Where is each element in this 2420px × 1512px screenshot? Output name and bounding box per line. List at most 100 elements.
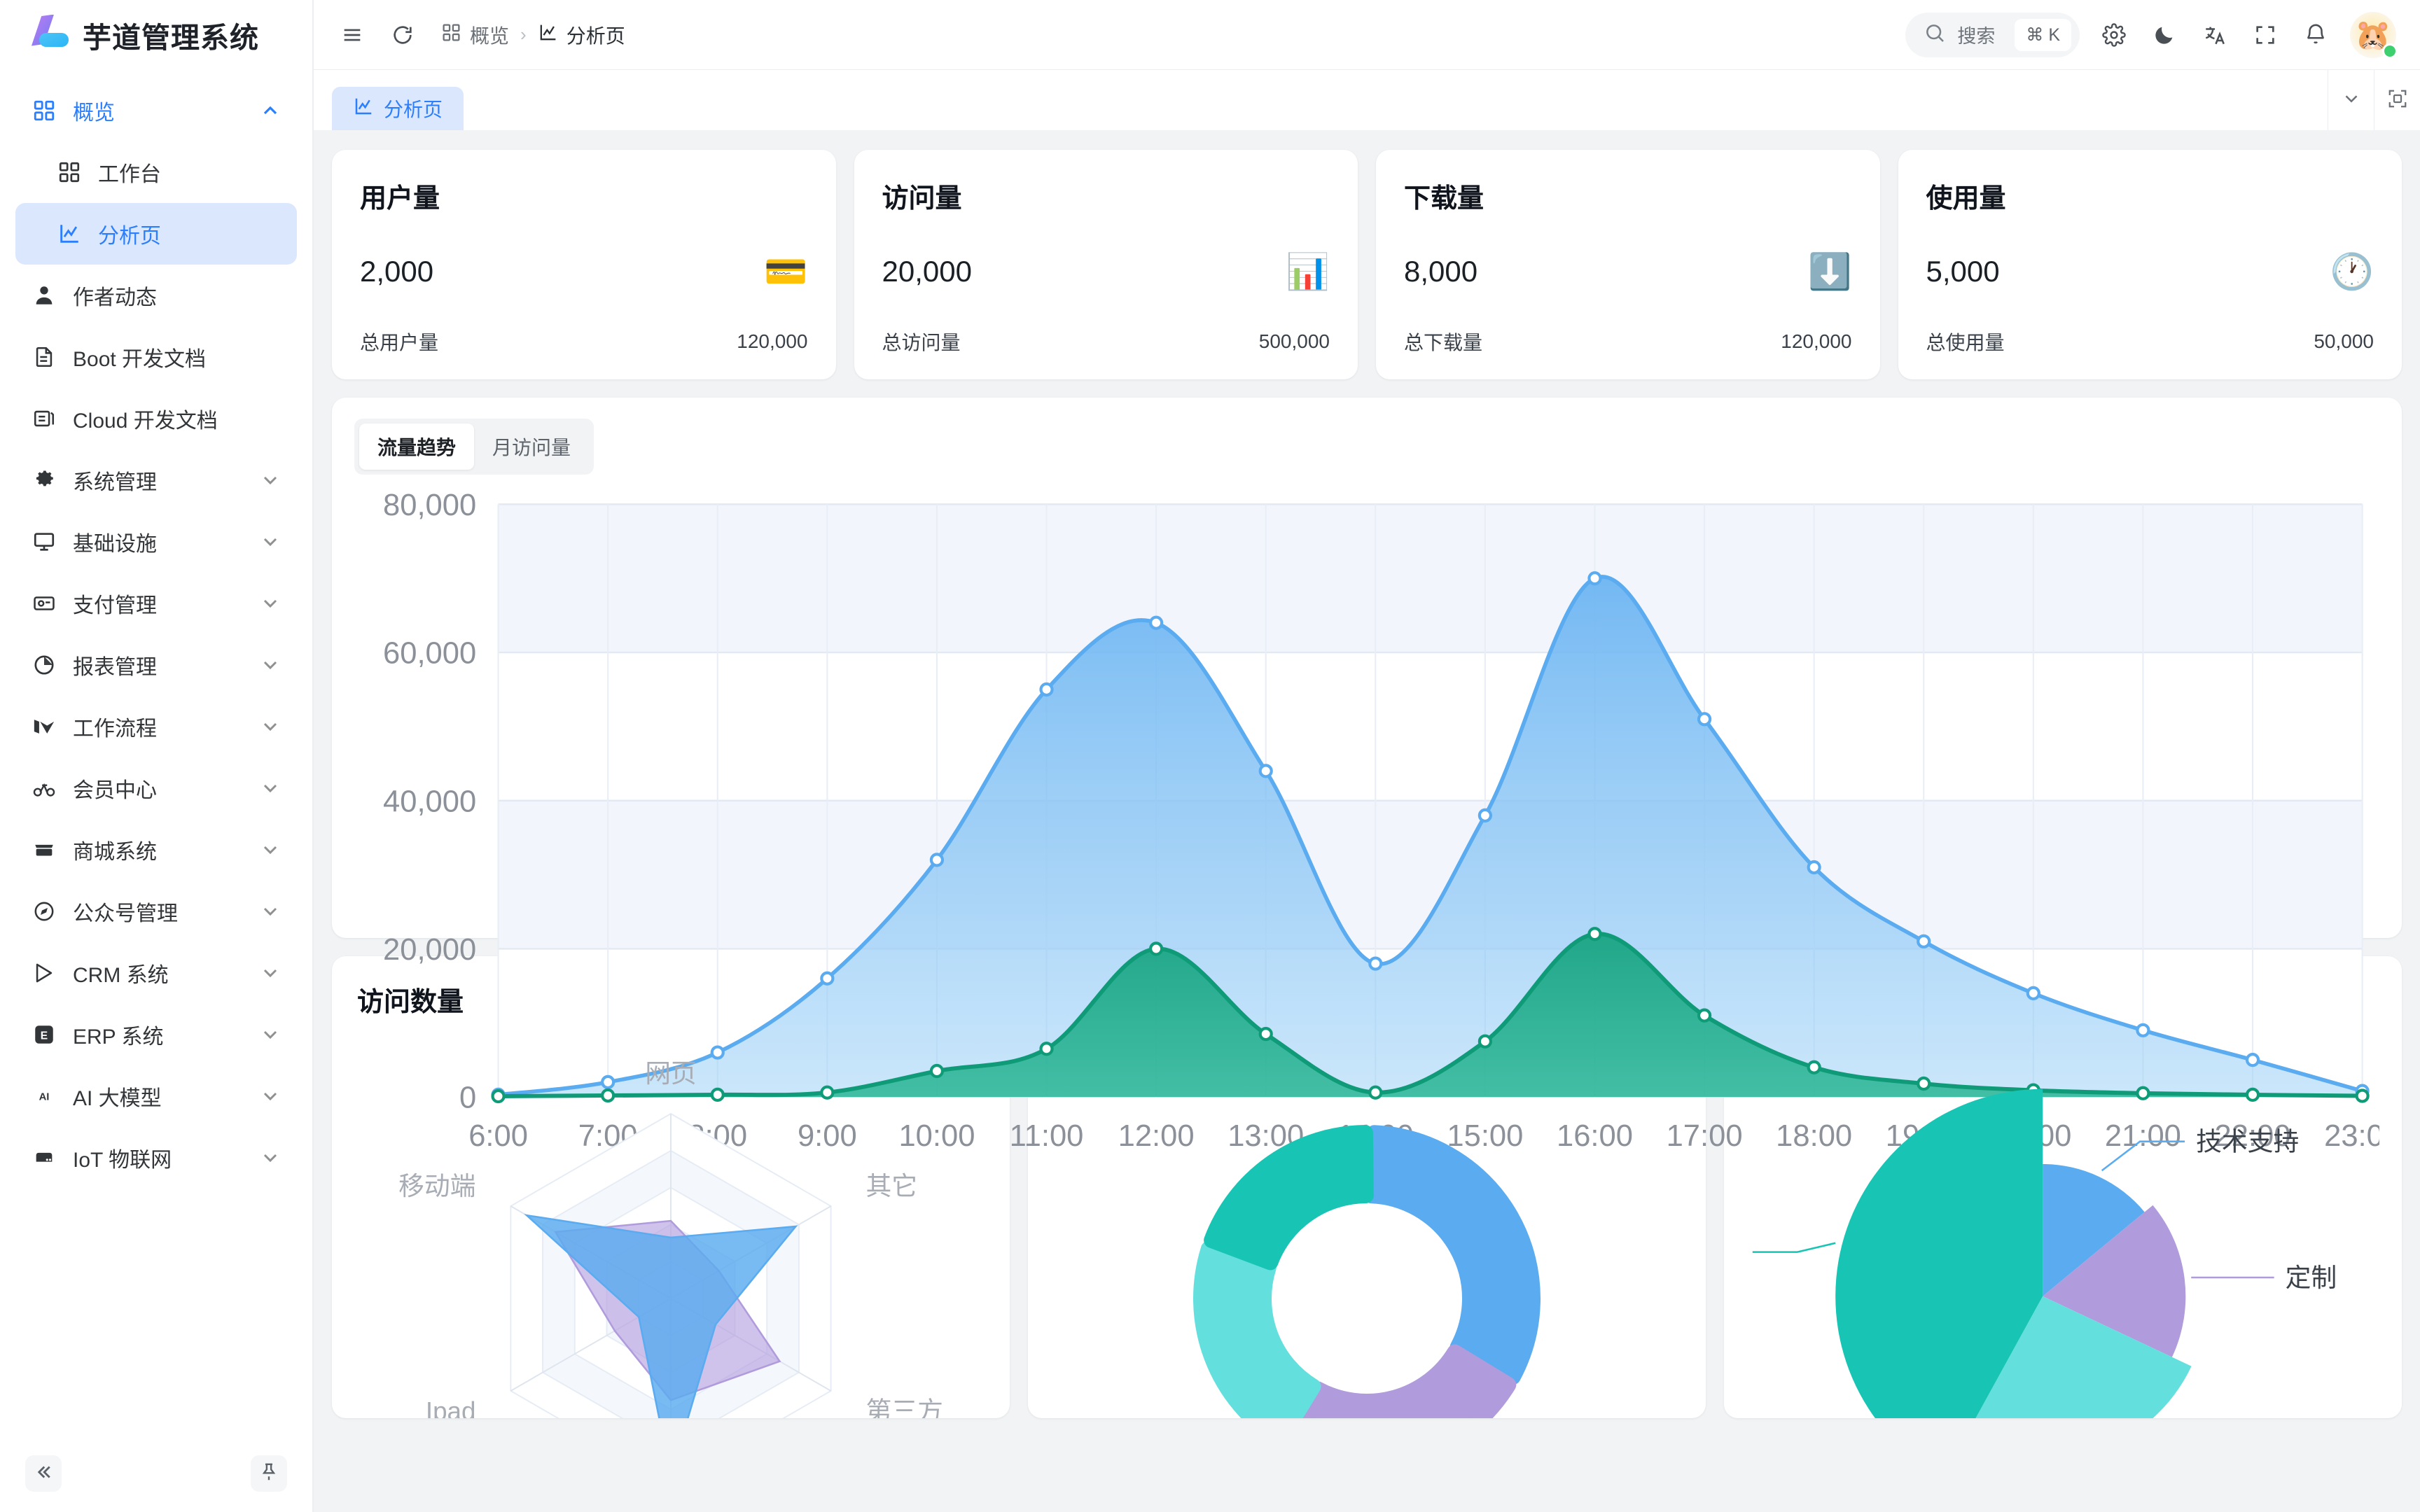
search-icon — [1924, 22, 1946, 48]
pie-chart-emoji: 📊 — [1286, 251, 1330, 291]
refresh-icon[interactable] — [387, 19, 419, 51]
hamburger-icon[interactable] — [336, 19, 368, 51]
sidebar-item-analysis[interactable]: 分析页 — [15, 203, 297, 265]
chevron-down-icon — [259, 900, 281, 923]
stat-value: 8,000 — [1404, 254, 1478, 288]
sidebar-item-mall[interactable]: 商城系统 — [15, 819, 297, 881]
svg-text:技术支持: 技术支持 — [2196, 1127, 2299, 1156]
sidebar-item-payment[interactable]: 支付管理 — [15, 573, 297, 634]
sidebar-item-infrastructure[interactable]: 基础设施 — [15, 511, 297, 573]
sidebar-item-erp[interactable]: E ERP 系统 — [15, 1004, 297, 1065]
stat-total-label: 总用户量 — [360, 332, 439, 354]
download-emoji: ⬇️ — [1808, 251, 1852, 291]
stat-total-value: 50,000 — [2314, 330, 2374, 352]
search-input[interactable]: 搜索 ⌘ K — [1905, 12, 2080, 57]
chevron-down-icon — [259, 1147, 281, 1169]
svg-text:9:00: 9:00 — [798, 1119, 857, 1153]
sidebar-item-label: 基础设施 — [73, 533, 157, 556]
breadcrumb-label: 概览 — [470, 24, 510, 47]
stat-value: 20,000 — [882, 254, 972, 288]
pin-sidebar-button[interactable] — [251, 1455, 287, 1492]
avatar[interactable]: 🐹 — [2350, 11, 2398, 59]
svg-text:移动端: 移动端 — [398, 1172, 475, 1200]
chevron-down-icon — [259, 592, 281, 615]
rose-pie-chart: 技术支持定制远程外包 — [1749, 1018, 2377, 1418]
tab-analysis[interactable]: 分析页 — [332, 87, 464, 130]
sidebar-item-author-news[interactable]: 作者动态 — [15, 265, 297, 326]
svg-text:6:00: 6:00 — [468, 1119, 528, 1153]
chart-icon — [538, 22, 558, 48]
search-shortcut: ⌘ K — [2015, 18, 2071, 51]
sidebar-item-crm[interactable]: CRM 系统 — [15, 942, 297, 1004]
trend-tab-flow[interactable]: 流量趋势 — [359, 424, 475, 470]
sidebar-item-overview[interactable]: 概览 — [15, 80, 297, 141]
chevron-down-icon — [259, 1085, 281, 1107]
moon-icon[interactable] — [2148, 19, 2181, 51]
svg-text:E: E — [41, 1030, 48, 1042]
tab-dropdown-button[interactable] — [2328, 70, 2374, 130]
ai-icon: AI — [31, 1083, 57, 1110]
tabbar-spacer — [464, 70, 2328, 130]
sidebar-menu: 概览 工作台 分析页 作者动态 Boot 开发文档 Cloud — [0, 70, 312, 1435]
sidebar-item-label: 工作流程 — [73, 718, 157, 741]
fullscreen-icon[interactable] — [2249, 19, 2281, 51]
stat-title: 访问量 — [882, 184, 962, 214]
compass-icon — [31, 898, 57, 925]
collapse-sidebar-button[interactable] — [25, 1455, 62, 1492]
trend-tab-monthly[interactable]: 月访问量 — [492, 437, 571, 458]
sidebar-item-label: 分析页 — [98, 225, 161, 248]
sidebar-item-label: CRM 系统 — [73, 964, 169, 987]
breadcrumb-item-analysis[interactable]: 分析页 — [538, 21, 625, 49]
sidebar-item-label: 商城系统 — [73, 841, 157, 864]
sidebar-item-label: Cloud 开发文档 — [73, 410, 218, 433]
stat-total-label: 总使用量 — [1926, 332, 2005, 354]
bottom-charts-row: 访问数量 网页其它第三方客户端Ipad移动端 访问 趋势 — [332, 956, 2402, 1418]
top-bar: 概览 › 分析页 搜索 ⌘ K 🐹 — [314, 0, 2420, 70]
grid-icon — [31, 97, 57, 124]
svg-text:Ipad: Ipad — [426, 1397, 476, 1418]
shop-icon — [31, 836, 57, 863]
cursor-icon — [31, 960, 57, 986]
doc-icon — [31, 344, 57, 370]
svg-text:40,000: 40,000 — [383, 785, 476, 818]
sidebar-item-official-account[interactable]: 公众号管理 — [15, 881, 297, 942]
sidebar-item-iot[interactable]: IoT 物联网 — [15, 1127, 297, 1189]
cloud-doc-icon — [31, 405, 57, 432]
maximize-icon — [2387, 88, 2408, 113]
tab-bar: 分析页 — [314, 70, 2420, 130]
pie-card: 访问来源 技术支持定制远程外包 — [1724, 956, 2402, 1418]
sidebar-item-cloud-docs[interactable]: Cloud 开发文档 — [15, 388, 297, 449]
donut-chart — [1053, 1018, 1681, 1418]
sidebar-item-label: 系统管理 — [73, 471, 157, 494]
stat-card-downloads: 下载量 8,000 ⬇️ 总下载量 120,000 — [1376, 150, 1880, 379]
svg-text:60,000: 60,000 — [383, 637, 476, 671]
brand[interactable]: 芋道管理系统 — [0, 0, 312, 70]
main-area: 概览 › 分析页 搜索 ⌘ K 🐹 — [314, 0, 2420, 1512]
sidebar-item-report[interactable]: 报表管理 — [15, 634, 297, 696]
sidebar-item-workflow[interactable]: 工作流程 — [15, 696, 297, 757]
area-chart: 0 20,000 40,000 60,000 80,000 6:00 7:00 8:00 9:0… — [354, 487, 2379, 1170]
brand-title: 芋道管理系统 — [83, 22, 259, 54]
stat-footer: 总下载量 120,000 — [1404, 328, 1852, 356]
grid-icon — [56, 159, 83, 186]
chevron-up-icon — [259, 99, 281, 122]
sidebar-item-system[interactable]: 系统管理 — [15, 449, 297, 511]
sidebar-item-members[interactable]: 会员中心 — [15, 757, 297, 819]
stat-card-usage: 使用量 5,000 🕐 总使用量 50,000 — [1898, 150, 2402, 379]
stat-total-label: 总下载量 — [1404, 332, 1483, 354]
svg-text:16:00: 16:00 — [1557, 1119, 1633, 1153]
breadcrumb-item-overview[interactable]: 概览 — [441, 21, 509, 49]
sidebar-item-label: Boot 开发文档 — [73, 348, 207, 371]
svg-text:80,000: 80,000 — [383, 489, 476, 522]
members-icon — [31, 775, 57, 802]
sidebar-item-ai[interactable]: AI AI 大模型 — [15, 1065, 297, 1127]
stat-value: 5,000 — [1926, 254, 2000, 288]
gear-icon[interactable] — [2098, 19, 2130, 51]
svg-text:20,000: 20,000 — [383, 933, 476, 967]
sidebar-item-boot-docs[interactable]: Boot 开发文档 — [15, 326, 297, 388]
bell-icon[interactable] — [2300, 19, 2332, 51]
translate-icon[interactable] — [2199, 19, 2231, 51]
breadcrumb-label: 分析页 — [566, 24, 625, 47]
tab-maximize-button[interactable] — [2374, 70, 2420, 130]
sidebar-item-workbench[interactable]: 工作台 — [15, 141, 297, 203]
